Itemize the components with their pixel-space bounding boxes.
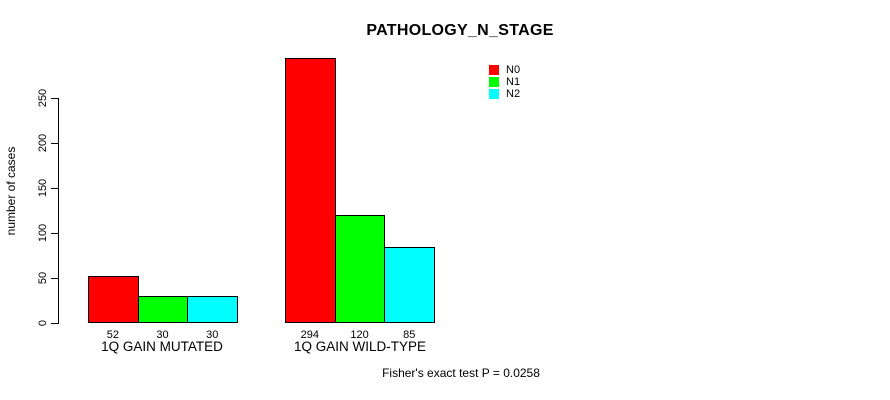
- bar-n2-group2: [384, 246, 436, 323]
- bar-n0-group2: [285, 58, 336, 323]
- y-axis-tick-label: 0: [37, 319, 49, 327]
- bar-n2-group1: [187, 296, 239, 323]
- y-axis-tick: [51, 323, 58, 324]
- y-axis-tick-label: 50: [37, 271, 49, 285]
- bar-n0-group1: [88, 276, 139, 323]
- bar-n1-group2: [334, 215, 386, 323]
- bar-value-label: 85: [403, 329, 416, 341]
- y-axis-tick: [51, 143, 58, 144]
- bar-n1-group1: [137, 296, 189, 323]
- y-axis-tick: [51, 233, 58, 234]
- y-axis-tick: [51, 278, 58, 279]
- x-category-label: 1Q GAIN MUTATED: [101, 339, 223, 354]
- y-axis-tick: [51, 188, 58, 189]
- y-axis-line: [58, 98, 59, 324]
- y-axis-tick-label: 200: [37, 133, 49, 153]
- y-axis-tick-label: 100: [37, 223, 49, 243]
- legend-label-n0: N0: [506, 64, 521, 76]
- y-axis-tick-label: 250: [37, 88, 49, 108]
- y-axis-tick-label: 150: [37, 178, 49, 198]
- legend-swatch-n1: [489, 77, 499, 87]
- y-axis-label: number of cases: [4, 146, 18, 236]
- bar-value-label: 30: [156, 329, 169, 341]
- chart-title: PATHOLOGY_N_STAGE: [366, 22, 554, 39]
- bar-value-label: 30: [206, 329, 219, 341]
- legend-swatch-n2: [489, 89, 499, 99]
- bar-value-label: 52: [106, 329, 119, 341]
- pvalue-annotation: Fisher's exact test P = 0.0258: [382, 366, 540, 380]
- bar-value-label: 294: [300, 329, 320, 341]
- y-axis-tick: [51, 98, 58, 99]
- legend-label-n1: N1: [506, 76, 521, 88]
- bar-value-label: 120: [350, 329, 369, 341]
- legend-swatch-n0: [489, 65, 499, 75]
- x-category-label: 1Q GAIN WILD-TYPE: [293, 339, 427, 354]
- legend-label-n2: N2: [506, 88, 521, 100]
